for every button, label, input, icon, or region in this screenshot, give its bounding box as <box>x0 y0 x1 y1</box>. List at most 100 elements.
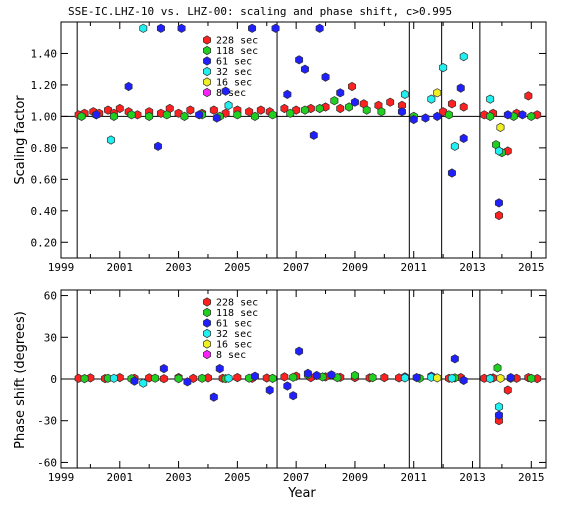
top-point-s61 <box>300 64 309 74</box>
top-point-s61 <box>503 110 512 120</box>
top-point-s118 <box>286 108 295 118</box>
top-legend-label-s228: 228 sec <box>216 36 258 47</box>
top-point-s61 <box>433 111 442 122</box>
bottom-point-s61 <box>450 354 459 364</box>
top-point-s228 <box>386 97 395 107</box>
bottom-legend-label-s228: 228 sec <box>216 298 258 309</box>
top-y-tick-label: 0.80 <box>31 142 58 155</box>
bottom-legend-marker-s61 <box>203 318 211 328</box>
bottom-y-tick-label: -30 <box>37 415 57 428</box>
top-point-s61 <box>271 23 280 33</box>
top-point-s61 <box>309 130 318 140</box>
top-y-tick-label: 0.20 <box>31 236 58 249</box>
top-point-s228 <box>348 81 356 92</box>
bottom-point-s61 <box>327 370 336 380</box>
bottom-x-tick-label: 2011 <box>400 471 427 484</box>
bottom-point-s61 <box>303 368 312 379</box>
top-point-s61 <box>447 168 456 178</box>
bottom-point-s32 <box>139 378 148 388</box>
top-point-s118 <box>77 111 86 122</box>
top-point-s228 <box>447 99 456 109</box>
top-point-s118 <box>445 110 453 120</box>
top-point-s61 <box>177 23 186 33</box>
top-point-s61 <box>321 72 330 82</box>
bottom-point-s228 <box>159 374 168 384</box>
top-point-s228 <box>256 105 265 115</box>
top-point-s61 <box>92 110 101 120</box>
top-x-tick-label: 2011 <box>400 261 427 274</box>
top-x-tick-label: 2005 <box>224 261 251 274</box>
top-legend-label-s61: 61 sec <box>216 57 252 68</box>
top-legend-marker-s228 <box>203 35 211 45</box>
top-point-s61 <box>456 83 465 93</box>
bottom-point-s32 <box>224 373 233 383</box>
bottom-point-s118 <box>289 372 298 382</box>
x-axis-label: Year <box>287 486 316 501</box>
top-point-s228 <box>115 103 124 114</box>
bottom-point-s61 <box>412 372 421 383</box>
top-point-s118 <box>268 110 277 120</box>
top-point-s228 <box>336 103 345 114</box>
top-x-tick-label: 2009 <box>342 261 369 274</box>
bottom-point-s228 <box>189 373 198 384</box>
top-legend-label-s118: 118 sec <box>216 46 258 57</box>
bottom-point-s118 <box>151 373 160 383</box>
top-y-tick-label: 0.60 <box>31 173 58 186</box>
top-point-s61 <box>336 88 345 98</box>
top-point-s118 <box>330 96 339 106</box>
top-point-s228 <box>292 105 301 115</box>
bottom-point-s61 <box>183 377 192 387</box>
top-point-s118 <box>315 103 324 114</box>
top-point-s32 <box>427 94 436 104</box>
top-point-s118 <box>362 105 371 115</box>
top-point-s61 <box>494 198 503 208</box>
top-legend-marker-s32 <box>203 66 211 77</box>
top-point-s61 <box>221 86 230 96</box>
bottom-point-s61 <box>209 392 218 402</box>
top-y-tick-label: 1.20 <box>31 79 58 92</box>
top-point-s228 <box>209 105 218 115</box>
top-y-tick-label: 1.40 <box>31 47 58 60</box>
bottom-y-tick-label: 30 <box>44 331 57 344</box>
bottom-point-s32 <box>447 373 456 383</box>
top-y-axis-label: Scaling factor <box>13 95 28 185</box>
top-point-s61 <box>195 110 204 120</box>
top-point-s32 <box>139 23 148 33</box>
top-x-tick-label: 2001 <box>107 261 134 274</box>
bottom-point-s228 <box>233 372 242 383</box>
bottom-point-s61 <box>295 346 304 356</box>
bottom-point-s61 <box>130 376 139 386</box>
top-point-s61 <box>459 133 468 144</box>
top-point-s228 <box>533 110 542 120</box>
top-point-s228 <box>494 210 503 221</box>
bottom-x-tick-label: 2007 <box>283 471 310 484</box>
bottom-point-s118 <box>198 373 207 383</box>
top-legend-label-s32: 32 sec <box>216 67 252 78</box>
top-x-tick-label: 2007 <box>283 261 310 274</box>
bottom-x-tick-label: 2001 <box>107 471 134 484</box>
bottom-point-s118 <box>174 373 183 384</box>
bottom-y-tick-label: 0 <box>50 373 57 386</box>
top-point-s228 <box>459 102 468 112</box>
top-point-s32 <box>224 100 233 111</box>
top-point-s32 <box>459 51 468 62</box>
bottom-x-tick-label: 2013 <box>459 471 486 484</box>
bottom-point-s118 <box>80 373 89 384</box>
top-point-s61 <box>154 141 162 151</box>
bottom-point-s118 <box>527 373 536 384</box>
top-point-s61 <box>156 23 165 33</box>
bottom-point-s61 <box>251 371 259 381</box>
bottom-point-s61 <box>265 385 274 395</box>
top-point-s61 <box>248 23 257 33</box>
top-legend-marker-s118 <box>203 45 211 56</box>
top-point-s61 <box>283 89 292 100</box>
top-point-s61 <box>124 81 133 92</box>
bottom-point-s118 <box>368 372 377 383</box>
top-point-s32 <box>450 141 459 151</box>
top-x-tick-label: 2015 <box>518 261 545 274</box>
bottom-point-s61 <box>289 391 298 401</box>
top-x-tick-label: 2013 <box>459 261 486 274</box>
bottom-point-s61 <box>459 375 468 386</box>
scaling-factor-panel: 1999 2001 2003 2005 2007 2009 2011 2013 2015 0.20… <box>31 21 547 274</box>
top-point-s61 <box>397 107 406 117</box>
